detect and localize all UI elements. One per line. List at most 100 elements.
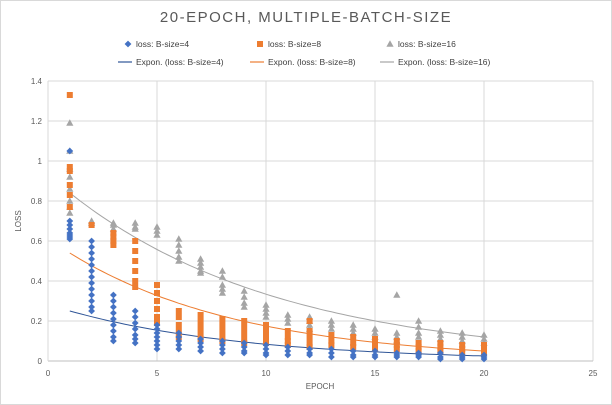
legend-item: loss: B-size=4 xyxy=(124,39,189,49)
data-point xyxy=(175,333,183,341)
data-point xyxy=(175,308,182,314)
data-point xyxy=(263,322,269,328)
data-point xyxy=(110,297,117,305)
data-point xyxy=(153,223,161,230)
y-tick-label: 0.4 xyxy=(31,277,43,286)
data-point xyxy=(415,329,423,336)
data-point xyxy=(240,343,248,351)
data-point xyxy=(372,342,378,348)
data-point xyxy=(350,344,357,350)
data-point xyxy=(110,303,117,311)
data-point xyxy=(131,339,139,347)
data-point xyxy=(262,301,270,308)
data-point xyxy=(218,273,226,280)
data-point xyxy=(154,314,160,320)
data-point xyxy=(436,327,444,334)
data-point xyxy=(219,322,226,328)
data-point xyxy=(131,325,139,333)
data-point xyxy=(66,182,73,188)
data-point xyxy=(263,328,269,334)
data-point xyxy=(175,329,183,337)
data-point xyxy=(415,353,422,361)
data-point xyxy=(371,325,379,332)
data-point xyxy=(175,345,183,353)
data-point xyxy=(66,192,73,198)
data-point xyxy=(66,147,74,155)
data-point xyxy=(262,341,270,349)
data-point xyxy=(349,347,357,355)
data-point xyxy=(415,340,422,346)
data-point xyxy=(88,291,95,299)
data-point xyxy=(66,235,74,243)
data-point xyxy=(328,342,335,348)
data-point xyxy=(415,323,423,330)
data-point xyxy=(218,267,226,274)
data-point xyxy=(240,303,248,310)
data-point xyxy=(110,309,117,317)
data-point xyxy=(350,340,357,346)
data-point xyxy=(327,325,335,332)
data-point xyxy=(66,209,74,216)
y-axis-label: LOSS xyxy=(14,210,23,231)
data-point xyxy=(219,334,226,340)
data-point xyxy=(241,330,248,336)
data-point xyxy=(328,332,335,338)
data-point xyxy=(175,322,182,328)
data-point xyxy=(66,204,73,210)
data-point xyxy=(219,345,226,353)
data-point xyxy=(350,334,357,340)
data-point xyxy=(480,331,488,338)
chart-title: 20-EPOCH, MULTIPLE-BATCH-SIZE xyxy=(159,9,453,26)
data-point xyxy=(436,331,444,338)
data-point xyxy=(197,259,205,266)
data-point xyxy=(88,249,95,257)
data-point xyxy=(459,342,466,348)
data-point xyxy=(218,285,226,292)
data-point xyxy=(306,321,314,328)
data-point xyxy=(88,303,95,311)
data-point xyxy=(219,328,226,334)
data-point xyxy=(393,342,400,348)
data-point xyxy=(437,355,444,363)
data-point xyxy=(480,335,488,342)
data-point xyxy=(110,321,117,329)
data-point xyxy=(66,168,73,174)
legend-marker xyxy=(386,40,394,47)
data-point xyxy=(110,337,117,345)
legend-item: Expon. (loss: B-size=8) xyxy=(250,57,356,67)
data-point xyxy=(393,353,401,361)
data-point xyxy=(262,351,270,359)
data-point xyxy=(88,273,95,281)
data-point xyxy=(263,334,269,340)
data-point xyxy=(66,119,74,126)
x-tick-label: 0 xyxy=(46,369,51,378)
tick-labels: 0 0.2 0.4 0.6 0.8 1 1.2 1.4 0 5 10 15 20 25 xyxy=(31,77,598,378)
x-tick-label: 5 xyxy=(155,369,160,378)
data-point xyxy=(175,247,183,254)
data-point xyxy=(240,299,248,306)
data-point xyxy=(437,340,444,346)
data-point xyxy=(131,319,139,327)
legend-label: Expon. (loss: B-size=16) xyxy=(398,57,491,67)
data-point xyxy=(415,333,423,340)
data-point xyxy=(306,328,313,334)
data-point xyxy=(371,329,379,336)
data-point xyxy=(284,311,292,318)
data-point xyxy=(240,293,248,300)
data-point xyxy=(197,263,205,270)
y-tick-label: 1.4 xyxy=(31,77,43,86)
data-point xyxy=(131,335,139,343)
y-tick-label: 0.8 xyxy=(31,197,43,206)
data-point xyxy=(175,257,183,264)
data-point xyxy=(66,164,73,170)
data-point xyxy=(328,338,335,344)
data-point xyxy=(66,185,74,192)
data-point xyxy=(284,328,291,334)
data-point xyxy=(132,248,139,254)
data-point xyxy=(66,173,74,180)
data-point xyxy=(88,279,95,287)
data-point xyxy=(153,337,161,345)
data-point xyxy=(131,307,139,315)
gridlines xyxy=(48,80,594,361)
data-point xyxy=(458,329,466,336)
